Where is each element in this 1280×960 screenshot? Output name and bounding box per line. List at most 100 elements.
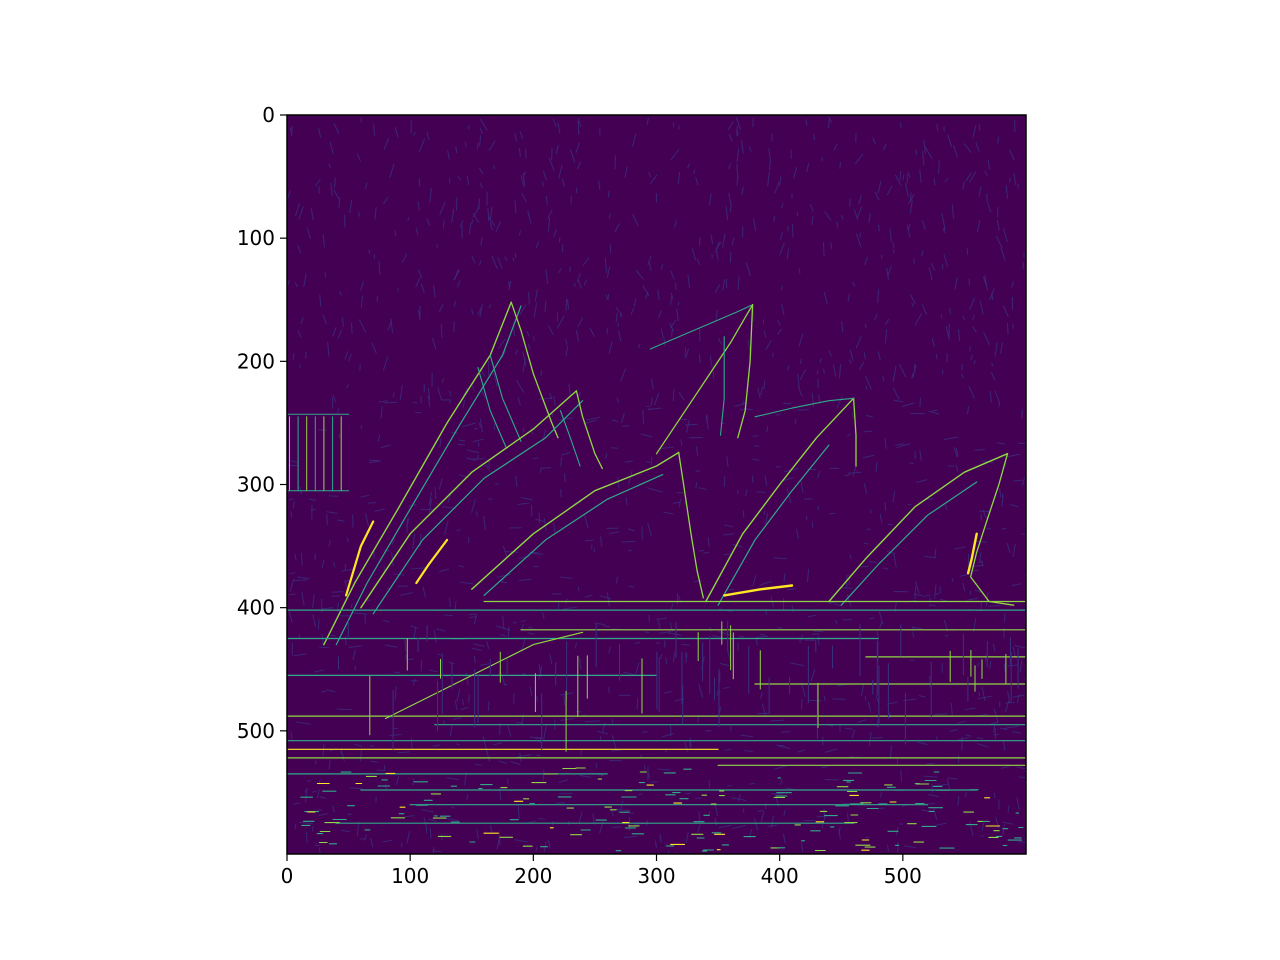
texture-stroke	[466, 175, 470, 186]
texture-stroke	[623, 835, 638, 838]
texture-stroke	[997, 136, 1000, 144]
texture-stroke	[921, 250, 924, 257]
texture-stroke	[976, 737, 984, 740]
texture-stroke	[780, 286, 784, 291]
texture-stroke	[439, 438, 442, 448]
texture-stroke	[421, 809, 434, 813]
texture-stroke	[607, 293, 610, 301]
texture-stroke	[994, 390, 1001, 404]
heatmap-image	[287, 115, 1026, 854]
texture-stroke	[963, 143, 972, 154]
texture-stroke	[726, 456, 729, 467]
texture-stroke	[569, 149, 576, 163]
texture-stroke	[333, 189, 340, 200]
texture-stroke	[552, 522, 556, 534]
texture-stroke	[821, 157, 824, 162]
texture-stroke	[360, 494, 370, 498]
texture-stroke	[822, 242, 825, 257]
texture-stroke	[359, 748, 363, 762]
texture-stroke	[522, 351, 527, 367]
texture-stroke	[893, 399, 904, 403]
texture-stroke	[387, 320, 393, 331]
texture-stroke	[478, 422, 482, 428]
texture-stroke	[494, 483, 500, 485]
texture-stroke	[513, 327, 516, 337]
texture-stroke	[947, 134, 953, 148]
texture-stroke	[605, 294, 609, 300]
texture-stroke	[547, 209, 553, 220]
texture-stroke	[1014, 479, 1023, 482]
texture-stroke	[787, 588, 796, 591]
x-axis: 0 100 200 300 400 500	[281, 854, 922, 888]
texture-stroke	[489, 206, 493, 220]
texture-stroke	[644, 291, 649, 299]
texture-stroke	[992, 643, 996, 652]
shell-edge	[483, 474, 664, 597]
texture-stroke	[980, 513, 983, 521]
texture-stroke	[394, 230, 397, 237]
texture-stroke	[935, 592, 940, 595]
texture-stroke	[742, 510, 745, 518]
texture-stroke	[1007, 691, 1011, 704]
texture-stroke	[1004, 725, 1019, 729]
texture-stroke	[877, 351, 881, 361]
texture-stroke	[395, 775, 400, 786]
texture-stroke	[360, 295, 364, 308]
texture-stroke	[447, 150, 450, 160]
texture-stroke	[647, 255, 652, 266]
texture-stroke	[740, 734, 754, 738]
texture-stroke	[348, 353, 352, 362]
texture-stroke	[858, 361, 865, 371]
texture-stroke	[426, 217, 431, 226]
texture-stroke	[811, 216, 814, 225]
texture-stroke	[495, 221, 502, 232]
texture-stroke	[902, 402, 915, 407]
texture-stroke	[736, 129, 739, 136]
texture-stroke	[346, 384, 349, 389]
texture-stroke	[377, 434, 381, 442]
texture-stroke	[739, 635, 745, 638]
texture-stroke	[458, 439, 465, 442]
texture-stroke	[793, 167, 798, 179]
texture-stroke	[1002, 305, 1009, 318]
texture-stroke	[952, 145, 959, 158]
texture-stroke	[745, 489, 748, 497]
texture-stroke	[360, 281, 364, 291]
texture-stroke	[399, 384, 403, 400]
texture-stroke	[712, 635, 723, 638]
texture-stroke	[552, 118, 557, 127]
texture-stroke	[454, 269, 459, 280]
texture-stroke	[777, 626, 783, 629]
texture-stroke	[648, 487, 663, 493]
texture-stroke	[456, 279, 461, 288]
texture-stroke	[407, 216, 410, 222]
texture-stroke	[841, 321, 844, 333]
texture-stroke	[800, 634, 803, 641]
texture-stroke	[981, 822, 985, 831]
texture-stroke	[359, 364, 361, 371]
texture-stroke	[539, 467, 542, 473]
texture-stroke	[663, 640, 666, 648]
texture-stroke	[677, 171, 681, 185]
texture-stroke	[716, 251, 719, 261]
texture-stroke	[476, 829, 479, 840]
texture-stroke	[978, 187, 982, 197]
texture-stroke	[472, 438, 484, 443]
texture-stroke	[673, 220, 678, 228]
texture-stroke	[797, 749, 805, 753]
texture-stroke	[438, 303, 444, 313]
texture-stroke	[410, 738, 413, 750]
texture-stroke	[643, 765, 646, 773]
texture-stroke	[583, 514, 589, 528]
texture-stroke	[577, 279, 582, 289]
texture-stroke	[907, 171, 911, 178]
texture-stroke	[392, 392, 395, 398]
texture-stroke	[601, 722, 606, 732]
texture-stroke	[965, 172, 972, 182]
texture-stroke	[884, 329, 888, 344]
texture-stroke	[650, 397, 653, 406]
texture-stroke	[517, 804, 520, 819]
texture-stroke	[368, 249, 371, 254]
texture-stroke	[438, 478, 443, 490]
texture-stroke	[312, 614, 316, 627]
